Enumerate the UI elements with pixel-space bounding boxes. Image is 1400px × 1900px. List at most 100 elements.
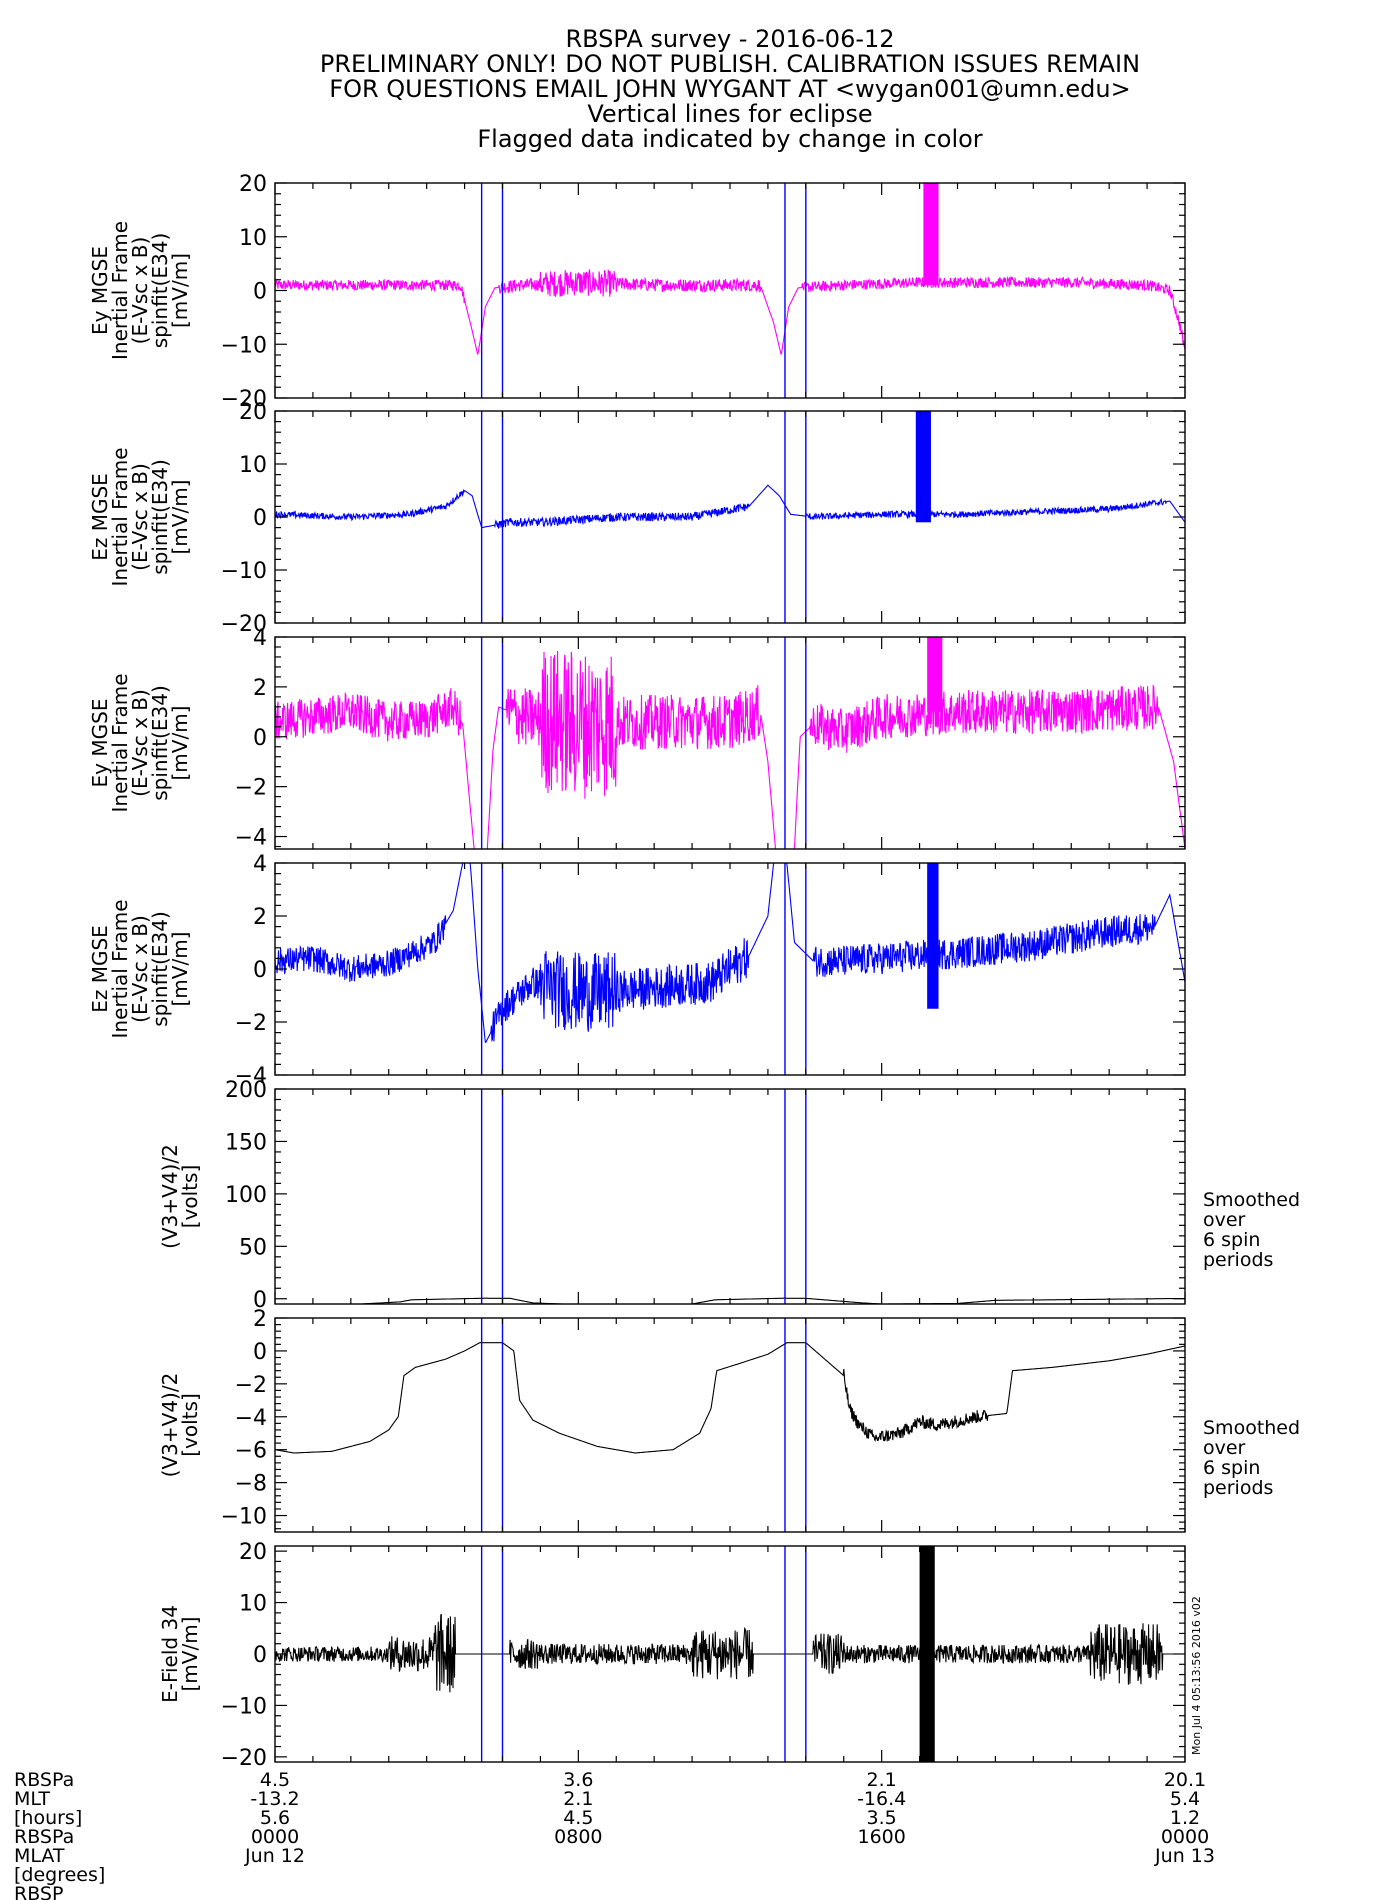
y-tick-label: −2 [235,1373,267,1398]
y-axis-label-line: Inertial Frame [108,674,132,813]
y-tick-label: −2 [235,776,267,801]
y-axis-label-line: Ez MGSE [88,473,112,561]
y-axis-label-line: (E-Vsc x B) [128,915,152,1023]
footer-row-label: MLAT [14,1845,65,1867]
footer-row-label: [degrees] [14,1864,105,1886]
y-tick-label: 10 [239,1592,267,1617]
time-column-value: 3.6 [563,1769,593,1791]
y-axis-label-line: (E-Vsc x B) [128,237,152,345]
footer-axis-labels: RBSPaMLT[hours]RBSPaMLAT[degrees]RBSP4.5… [14,1769,1215,1900]
side-note-line: 6 spin [1203,1229,1260,1251]
panel-efield34: −20 −10 0 10 20 E-Field 34[mV/m] [158,1540,1186,1771]
y-axis-label-line: (E-Vsc x B) [128,463,152,571]
y-axis-label-line: spinfit(E34) [148,685,172,800]
y-axis-label-line: (V3+V4)/2 [158,1373,182,1478]
y-tick-label: 0 [253,958,267,983]
spike-burst-ez_full-0 [915,411,931,523]
footer-row-label: [hours] [14,1807,82,1829]
y-tick-label: 0 [253,506,267,531]
footer-row-label: RBSPa [14,1769,74,1791]
spike-burst-ey_zoom-0 [927,637,943,712]
y-axis-label-line: spinfit(E34) [148,233,172,348]
y-axis-label-line: [volts] [178,1165,202,1229]
time-column-value: 5.6 [260,1807,290,1829]
time-column-value: 1.2 [1170,1807,1200,1829]
y-axis-label-line: Inertial Frame [108,448,132,587]
y-tick-label: −8 [235,1472,267,1497]
footer-row-label: RBSP [14,1883,63,1900]
side-note-line: periods [1203,1249,1273,1271]
time-column-value: -16.4 [857,1788,906,1810]
y-tick-label: 4 [253,626,267,651]
y-axis-label-line: [mV/m] [168,706,192,781]
y-tick-label: 150 [225,1130,267,1155]
time-column-value: Jun 12 [244,1845,305,1867]
spike-burst-efield34-0 [919,1546,935,1762]
y-tick-label: 0 [253,1643,267,1668]
side-note-line: Smoothed [1203,1417,1300,1439]
panel-vsc_zoom: −10 −8 −6 −4 −2 0 2 (V3+V4)/2[volts] Smoothedove… [158,1307,1300,1533]
y-tick-label: 10 [239,226,267,251]
y-axis-label-line: [mV/m] [168,253,192,328]
time-column-value: 0000 [1161,1826,1209,1848]
y-tick-label: 50 [239,1235,267,1260]
side-note-line: over [1203,1209,1246,1231]
y-tick-label: −10 [221,1505,267,1530]
y-tick-label: 0 [253,1340,267,1365]
y-tick-label: −6 [235,1439,267,1464]
y-tick-label: 200 [225,1078,267,1103]
y-tick-label: 0 [253,726,267,751]
y-tick-label: −10 [221,333,267,358]
y-axis-label-line: Inertial Frame [108,900,132,1039]
time-column-value: 3.5 [867,1807,897,1829]
y-tick-label: 2 [253,905,267,930]
title-line: PRELIMINARY ONLY! DO NOT PUBLISH. CALIBR… [320,50,1140,78]
time-column-value: 20.1 [1164,1769,1206,1791]
y-axis-label-line: Ey MGSE [88,246,112,335]
y-axis-label-line: [mV/m] [178,1617,202,1692]
y-axis-label-line: [volts] [178,1393,202,1457]
y-tick-label: 4 [253,852,267,877]
footer-row-label: RBSPa [14,1826,74,1848]
side-note-line: 6 spin [1203,1457,1260,1479]
y-tick-label: −10 [221,559,267,584]
time-column-value: 0800 [554,1826,602,1848]
time-column-value: 2.1 [867,1769,897,1791]
side-note-line: over [1203,1437,1246,1459]
y-axis-label-line: (V3+V4)/2 [158,1144,182,1249]
time-column-value: 4.5 [563,1807,593,1829]
time-column-value: 2.1 [563,1788,593,1810]
y-tick-label: 2 [253,676,267,701]
y-tick-label: 20 [239,400,267,425]
y-tick-label: −20 [221,387,267,412]
spike-burst-ez_zoom-0 [927,863,939,1009]
title-line: FOR QUESTIONS EMAIL JOHN WYGANT AT <wyga… [329,75,1130,103]
y-axis-label-line: E-Field 34 [158,1605,182,1703]
y-axis-label-line: spinfit(E34) [148,459,172,574]
side-note-line: Smoothed [1203,1189,1300,1211]
y-tick-label: 20 [239,172,267,197]
y-tick-label: 100 [225,1183,267,1208]
series-line-efield34 [275,1613,1185,1693]
y-tick-label: −4 [235,1064,267,1089]
title-line: Vertical lines for eclipse [587,100,872,128]
time-column-value: 1600 [857,1826,905,1848]
title-line: RBSPA survey - 2016-06-12 [565,25,894,53]
panel-frame [274,410,1186,624]
side-note-line: periods [1203,1477,1273,1499]
series-line-ey_zoom [275,650,1185,849]
y-tick-label: −4 [235,826,267,851]
y-tick-label: 2 [253,1307,267,1332]
series-line-vsc_zoom [275,1342,1185,1454]
y-axis-label-line: [mV/m] [168,932,192,1007]
y-axis-label-line: Inertial Frame [108,221,132,360]
series-line-ey_full [275,268,1185,355]
time-column-value: 5.4 [1170,1788,1200,1810]
